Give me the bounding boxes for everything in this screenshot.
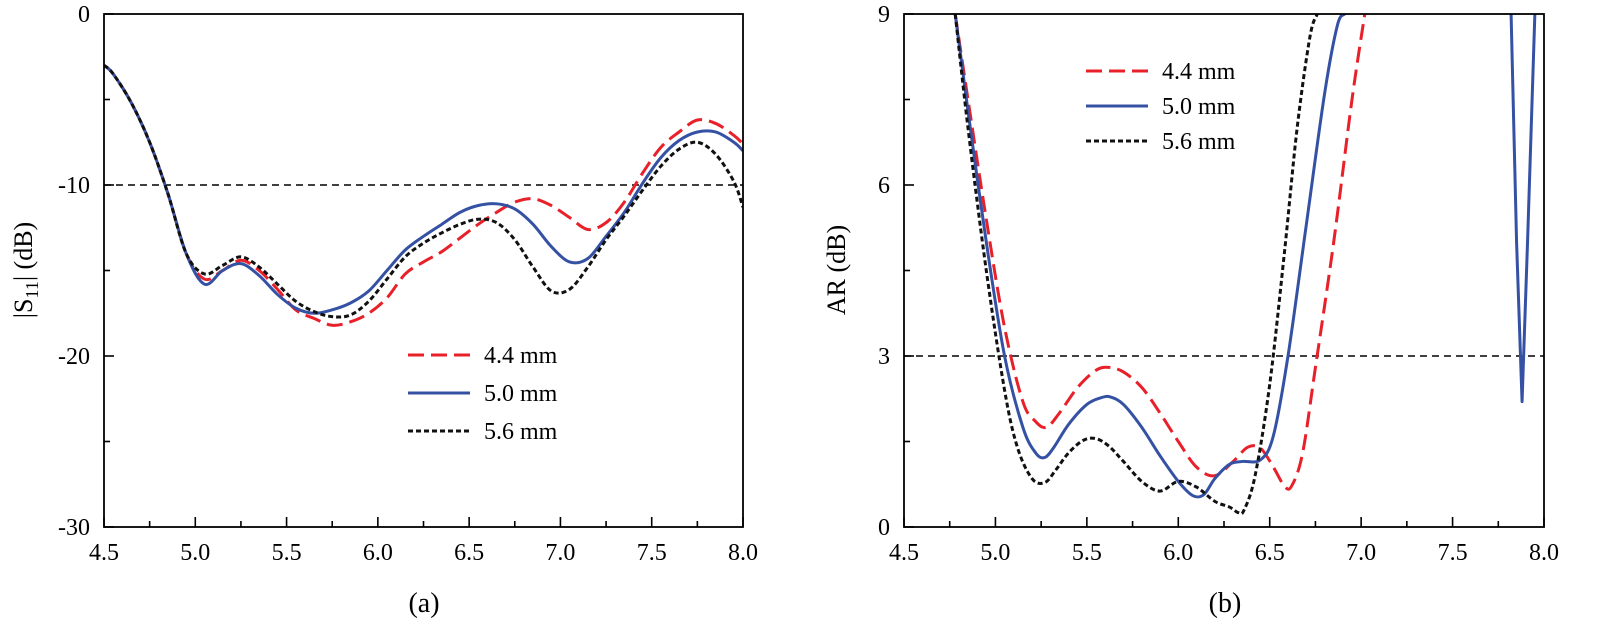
y-tick-label-b-2: 6 [878, 173, 890, 199]
x-tick-label-a-0: 4.5 [89, 540, 119, 566]
legend-label-a-5-0mm: 5.0 mm [484, 381, 558, 407]
panel-label-a: (a) [408, 588, 439, 619]
series-line-b-5-6mm [953, 14, 1319, 516]
x-tick-label-a-3: 6.0 [363, 540, 393, 566]
chart-panel-a: 0 -10 -20 -30 4.5 5.0 5.5 6.0 6.5 7.0 7.… [9, 2, 758, 619]
x-tick-label-a-6: 7.5 [637, 540, 667, 566]
x-tick-label-a-1: 5.0 [180, 540, 210, 566]
x-tick-label-a-7: 8.0 [728, 540, 758, 566]
series-line-a-5-0mm [104, 64, 743, 315]
legend-label-a-4-4mm: 4.4 mm [484, 343, 558, 369]
legend-label-a-5-6mm: 5.6 mm [484, 419, 558, 445]
y-axis-label-a-tail: | (dB) [9, 222, 38, 281]
y-tick-label-a-2: -20 [58, 344, 90, 370]
x-ticks-b [903, 517, 1545, 527]
legend-b: 4.4 mm 5.0 mm 5.6 mm [1086, 59, 1236, 155]
chart-panel-b: 0 3 6 9 4.5 5.0 5.5 6.0 6.5 7.0 7.5 8.0 … [822, 2, 1559, 619]
x-tick-label-b-1: 5.0 [980, 540, 1010, 566]
y-tick-label-a-1: -10 [58, 173, 90, 199]
plot-frame-b [903, 13, 1545, 528]
x-tick-label-a-4: 6.5 [454, 540, 484, 566]
x-tick-label-b-6: 7.5 [1438, 540, 1468, 566]
y-axis-label-a: |S11| (dB) [9, 222, 42, 318]
panel-label-b: (b) [1209, 588, 1242, 619]
legend-label-b-4-4mm: 4.4 mm [1162, 59, 1236, 85]
series-line-a-4-4mm [104, 64, 743, 327]
x-tick-label-b-0: 4.5 [889, 540, 919, 566]
x-tick-label-b-7: 8.0 [1529, 540, 1559, 566]
x-tick-label-b-3: 6.0 [1163, 540, 1193, 566]
y-tick-label-a-3: -30 [58, 515, 90, 541]
y-axis-label-a-main: |S [9, 299, 38, 319]
y-tick-label-b-0: 0 [878, 515, 890, 541]
legend-label-b-5-0mm: 5.0 mm [1162, 94, 1236, 120]
y-axis-label-b: AR (dB) [822, 225, 851, 315]
legend-label-b-5-6mm: 5.6 mm [1162, 129, 1236, 155]
series-line-b-4-4mm [953, 14, 1367, 491]
x-ticks-a [103, 517, 744, 527]
series-line-a-5-6mm [104, 64, 743, 319]
y-ticks-b [904, 13, 914, 528]
y-axis-label-a-sub: 11 [22, 281, 42, 298]
y-tick-label-b-3: 9 [878, 2, 890, 28]
x-tick-label-b-2: 5.5 [1072, 540, 1102, 566]
x-tick-label-a-2: 5.5 [272, 540, 302, 566]
series-line-b-5-0mm-notch [1509, 14, 1537, 404]
x-tick-label-a-5: 7.0 [545, 540, 575, 566]
x-tick-label-b-5: 7.0 [1346, 540, 1376, 566]
y-tick-label-b-1: 3 [878, 344, 890, 370]
y-ticks-a [104, 13, 114, 528]
x-tick-label-b-4: 6.5 [1255, 540, 1285, 566]
series-line-b-5-0mm [953, 14, 1346, 499]
legend-a: 4.4 mm 5.0 mm 5.6 mm [408, 343, 558, 445]
plot-frame-a [103, 13, 744, 528]
y-tick-label-a-0: 0 [78, 2, 90, 28]
